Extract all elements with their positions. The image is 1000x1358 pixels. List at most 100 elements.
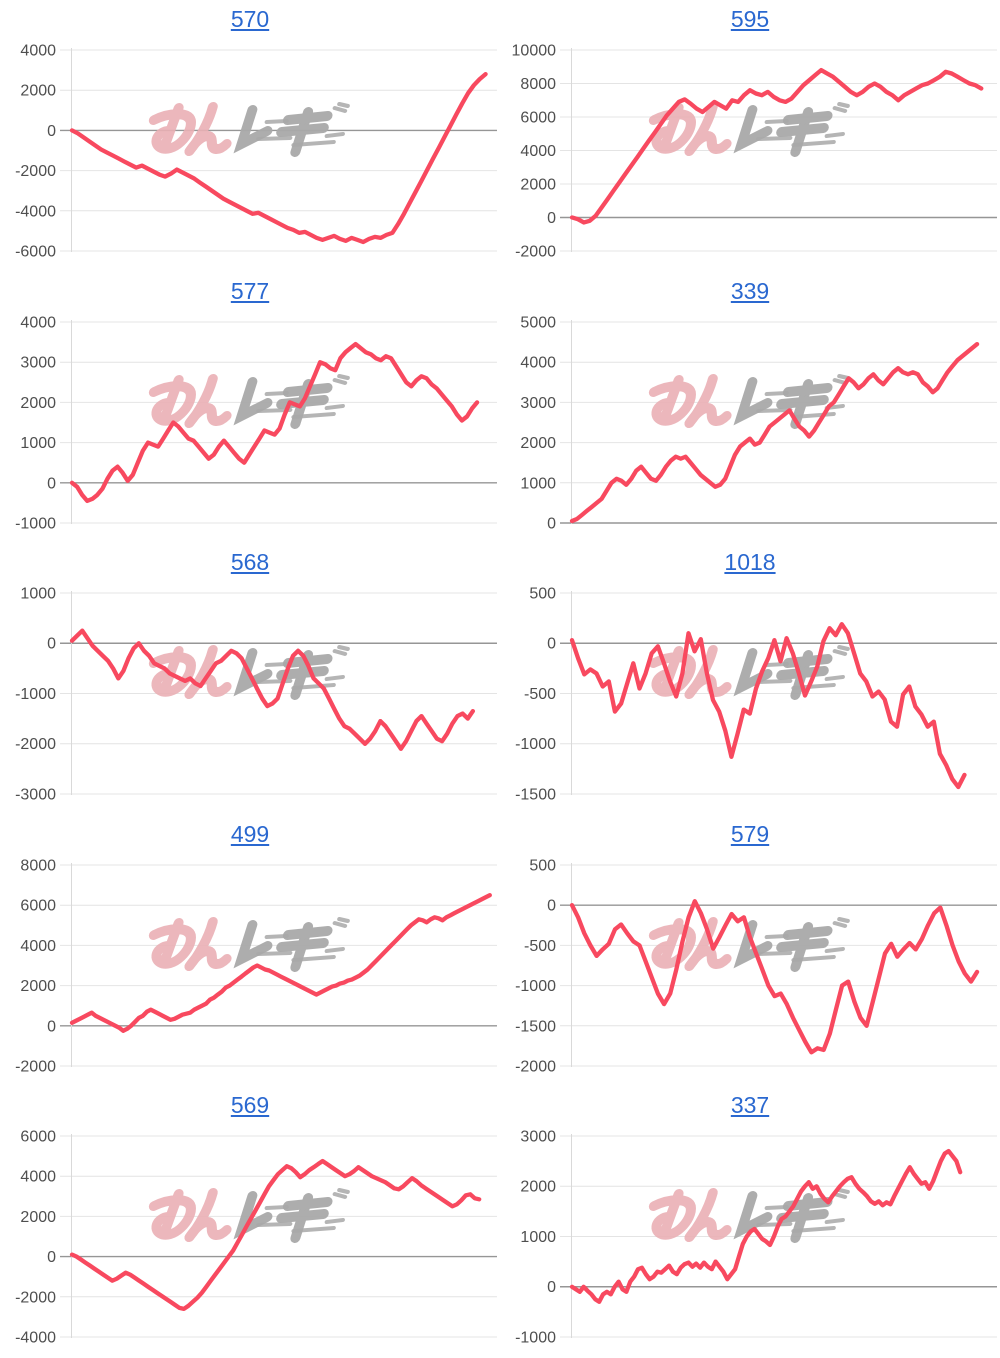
- y-axis-tick-label: 0: [47, 636, 56, 653]
- chart-cell: 570 4000 2000 0 -2000 -4000 -6000: [0, 0, 500, 272]
- watermark-logo: [149, 104, 348, 152]
- chart-title: 568: [0, 549, 500, 576]
- y-axis-tick-label: 0: [47, 123, 56, 140]
- watermark-logo: [149, 1190, 348, 1238]
- y-axis-tick-label: -1000: [15, 515, 56, 532]
- y-axis-tick-label: 2000: [20, 83, 56, 100]
- chart-cell: 595 10000 8000 6000 4000 2000 0 -2000: [500, 0, 1000, 272]
- line-chart: 6000 4000 2000 0 -2000 -4000: [15, 1129, 497, 1347]
- data-line: [69, 892, 492, 1033]
- y-axis-tick-label: -6000: [15, 243, 56, 260]
- y-axis-tick-label: -2000: [15, 163, 56, 180]
- line-chart: 5000 4000 3000 2000 1000 0: [520, 314, 997, 532]
- y-axis-tick-label: -500: [524, 938, 556, 955]
- chart-cell: 499 8000 6000 4000 2000 0 -2000: [0, 815, 500, 1087]
- y-axis-tick-label: -2000: [15, 1290, 56, 1307]
- y-axis-tick-label: 0: [547, 1280, 556, 1297]
- y-axis-tick-label: -2000: [15, 1058, 56, 1075]
- data-line: [69, 628, 476, 752]
- y-axis-tick-label: 2000: [20, 394, 56, 411]
- watermark-logo: [649, 376, 848, 424]
- line-chart: 8000 6000 4000 2000 0 -2000: [15, 857, 497, 1075]
- chart-title-link[interactable]: 1018: [724, 549, 776, 576]
- y-axis-tick-label: 0: [47, 1249, 56, 1266]
- chart-cell: 1018 500 0 -500 -1000 -1500: [500, 543, 1000, 815]
- chart-cell: 339 5000 4000 3000 2000 1000 0: [500, 272, 1000, 544]
- chart-title: 337: [500, 1092, 1000, 1119]
- chart-cell: 568 1000 0 -1000 -2000 -3000: [0, 543, 500, 815]
- y-axis-tick-label: -1500: [515, 1018, 556, 1035]
- y-axis-tick-label: 6000: [20, 1129, 56, 1146]
- chart-title-link[interactable]: 339: [730, 277, 770, 304]
- y-axis-tick-label: 500: [529, 586, 556, 603]
- chart-title: 569: [0, 1092, 500, 1119]
- chart-cell: 577 4000 3000 2000 1000 0 -1000: [0, 272, 500, 544]
- y-axis-tick-label: -1000: [515, 978, 556, 995]
- y-axis-tick-label: 10000: [512, 42, 557, 59]
- line-chart: 500 0 -500 -1000 -1500: [515, 586, 997, 804]
- y-axis-tick-label: 8000: [20, 857, 56, 874]
- chart-title-link[interactable]: 579: [730, 820, 770, 847]
- y-axis-tick-label: 1000: [520, 1229, 556, 1246]
- y-axis-tick-label: 1000: [520, 475, 556, 492]
- chart-cell: 337 3000 2000 1000 0 -1000: [500, 1086, 1000, 1358]
- chart-title: 499: [0, 821, 500, 848]
- y-axis-tick-label: 3000: [520, 1129, 556, 1146]
- watermark-logo: [149, 919, 348, 967]
- y-axis-tick-label: 4000: [520, 354, 556, 371]
- y-axis-tick-label: -1000: [15, 686, 56, 703]
- chart-cell: 579 500 0 -500 -1000 -1500 -2000: [500, 815, 1000, 1087]
- y-axis-tick-label: -1000: [515, 736, 556, 753]
- y-axis-tick-label: -3000: [15, 787, 56, 804]
- data-line: [569, 1149, 963, 1305]
- chart-title-link[interactable]: 568: [230, 549, 270, 576]
- chart-title-link[interactable]: 337: [730, 1092, 770, 1119]
- y-axis-tick-label: -2000: [15, 736, 56, 753]
- y-axis-tick-label: -500: [524, 686, 556, 703]
- chart-title-link[interactable]: 569: [230, 1092, 270, 1119]
- y-axis-tick-label: 0: [547, 897, 556, 914]
- y-axis-tick-label: -1500: [515, 787, 556, 804]
- y-axis-tick-label: 3000: [520, 394, 556, 411]
- y-axis-tick-label: 3000: [20, 354, 56, 371]
- y-axis-tick-label: -2000: [515, 1058, 556, 1075]
- chart-title-link[interactable]: 577: [230, 277, 270, 304]
- line-chart: 3000 2000 1000 0 -1000: [515, 1129, 997, 1347]
- chart-title-link[interactable]: 570: [230, 6, 270, 32]
- chart-title-link[interactable]: 595: [730, 6, 770, 32]
- line-chart: 500 0 -500 -1000 -1500 -2000: [515, 857, 997, 1075]
- y-axis-tick-label: 8000: [520, 76, 556, 93]
- data-line: [69, 341, 480, 503]
- data-line: [569, 898, 980, 1055]
- y-axis-tick-label: 0: [47, 1018, 56, 1035]
- chart-title: 1018: [500, 549, 1000, 576]
- y-axis-tick-label: -1000: [515, 1330, 556, 1347]
- y-axis-tick-label: 0: [47, 475, 56, 492]
- y-axis-tick-label: 5000: [520, 314, 556, 331]
- y-axis-tick-label: 6000: [20, 897, 56, 914]
- chart-title-link[interactable]: 499: [230, 820, 270, 847]
- y-axis-tick-label: 0: [547, 636, 556, 653]
- line-chart: 4000 2000 0 -2000 -4000 -6000: [15, 42, 497, 260]
- data-line: [569, 341, 980, 523]
- line-chart: 10000 8000 6000 4000 2000 0 -2000: [512, 42, 997, 260]
- chart-title: 577: [0, 278, 500, 305]
- y-axis-tick-label: 1000: [20, 435, 56, 452]
- y-axis-tick-label: 0: [547, 515, 556, 532]
- y-axis-tick-label: 4000: [520, 143, 556, 160]
- chart-title: 339: [500, 278, 1000, 305]
- y-axis-tick-label: 0: [547, 210, 556, 227]
- y-axis-tick-label: 4000: [20, 314, 56, 331]
- chart-title: 570: [0, 6, 500, 33]
- y-axis-tick-label: 4000: [20, 1169, 56, 1186]
- y-axis-tick-label: 2000: [520, 435, 556, 452]
- y-axis-tick-label: 2000: [20, 1209, 56, 1226]
- y-axis-tick-label: 2000: [520, 176, 556, 193]
- y-axis-tick-label: -2000: [515, 243, 556, 260]
- watermark-logo: [149, 376, 348, 424]
- y-axis-tick-label: 2000: [520, 1179, 556, 1196]
- y-axis-tick-label: 1000: [20, 586, 56, 603]
- watermark-logo: [649, 104, 848, 152]
- data-line: [69, 71, 488, 245]
